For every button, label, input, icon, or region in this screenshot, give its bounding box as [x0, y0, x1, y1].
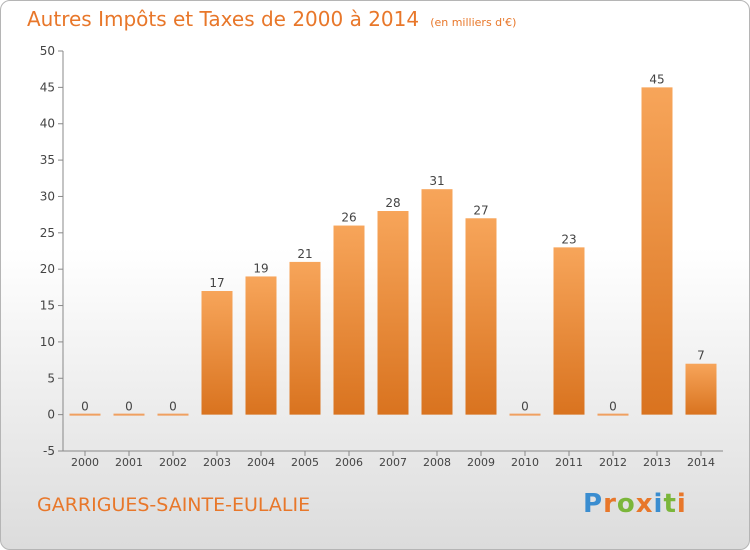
chart-title-unit: (en milliers d'€) — [430, 16, 517, 29]
data-label: 31 — [429, 174, 444, 188]
x-axis: 2000 2001 2002 2003 2004 2005 2006 2007 2008 2009… — [63, 450, 723, 469]
bar — [465, 218, 497, 415]
bar — [333, 225, 365, 415]
data-label: 27 — [473, 203, 488, 217]
x-tick-label: 2005 — [291, 456, 319, 469]
x-tick-label: 2014 — [687, 456, 715, 469]
y-tick-label: 45 — [40, 80, 55, 94]
bar — [597, 413, 629, 416]
x-tick-label: 2009 — [467, 456, 495, 469]
data-label: 0 — [125, 400, 133, 414]
y-tick-label: 30 — [40, 189, 55, 203]
data-label: 0 — [609, 400, 617, 414]
x-tick-label: 2013 — [643, 456, 671, 469]
bar — [113, 413, 145, 416]
bar — [289, 261, 321, 415]
commune-name: GARRIGUES-SAINTE-EULALIE — [37, 494, 311, 516]
data-label: 17 — [209, 276, 224, 290]
chart-title-text: Autres Impôts et Taxes de 2000 à 2014 — [27, 7, 420, 31]
bar — [685, 363, 717, 415]
bars: 0 0 0 17 19 21 26 28 31 27 0 23 0 45 7 — [69, 72, 717, 416]
data-label: 19 — [253, 261, 268, 275]
y-tick-label: 10 — [40, 335, 55, 349]
y-tick-label: 0 — [47, 408, 55, 422]
x-tick-label: 2006 — [335, 456, 363, 469]
bar — [377, 211, 409, 415]
x-tick-label: 2004 — [247, 456, 275, 469]
bar — [641, 87, 673, 415]
data-label: 0 — [81, 400, 89, 414]
data-label: 45 — [649, 72, 664, 86]
data-label: 28 — [385, 196, 400, 210]
y-tick-label: 35 — [40, 153, 55, 167]
x-tick-label: 2012 — [599, 456, 627, 469]
bar — [421, 189, 453, 415]
bar — [157, 413, 189, 416]
bar — [69, 413, 101, 416]
data-label: 23 — [561, 232, 576, 246]
y-tick-label: -5 — [43, 444, 55, 458]
proxiti-logo: Proxiti — [583, 489, 687, 519]
x-tick-label: 2002 — [159, 456, 187, 469]
y-tick-label: 25 — [40, 226, 55, 240]
y-tick-label: 5 — [47, 371, 55, 385]
y-tick-label: 15 — [40, 299, 55, 313]
x-tick-label: 2010 — [511, 456, 539, 469]
x-tick-label: 2011 — [555, 456, 583, 469]
data-label: 26 — [341, 211, 356, 225]
bar — [245, 276, 277, 415]
data-label: 0 — [169, 400, 177, 414]
bar — [553, 247, 585, 415]
data-label: 0 — [521, 400, 529, 414]
x-tick-label: 2001 — [115, 456, 143, 469]
x-tick-label: 2007 — [379, 456, 407, 469]
y-tick-label: 20 — [40, 262, 55, 276]
x-tick-label: 2000 — [71, 456, 99, 469]
y-axis: -5 0 5 10 15 20 25 30 35 40 45 50 — [40, 44, 64, 458]
y-tick-label: 50 — [40, 44, 55, 58]
bar — [201, 291, 233, 415]
chart-title: Autres Impôts et Taxes de 2000 à 2014 (e… — [27, 7, 516, 31]
data-label: 7 — [697, 349, 705, 363]
bar — [509, 413, 541, 416]
x-tick-label: 2008 — [423, 456, 451, 469]
y-tick-label: 40 — [40, 117, 55, 131]
data-label: 21 — [297, 247, 312, 261]
x-tick-label: 2003 — [203, 456, 231, 469]
